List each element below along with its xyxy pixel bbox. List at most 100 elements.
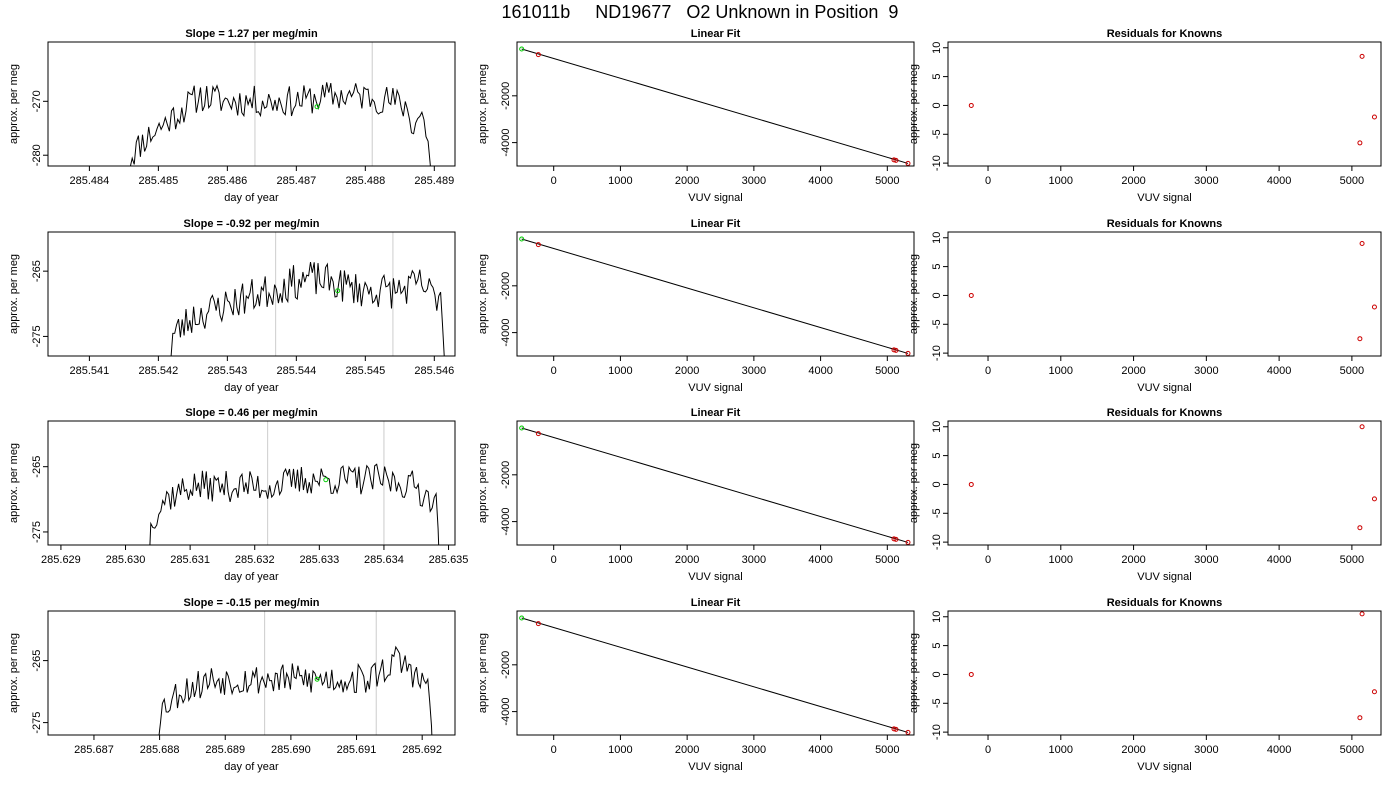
x-tick-label: 4000: [808, 175, 832, 187]
x-tick-label: 285.634: [364, 554, 404, 566]
plot-region: [519, 46, 911, 166]
y-axis-label: approx. per meg: [908, 64, 920, 144]
x-tick-label: 285.687: [74, 744, 114, 756]
plot-frame: [516, 420, 915, 546]
x-tick-label: 5000: [875, 175, 899, 187]
known-point: [968, 292, 974, 298]
panel-title: Slope = -0.15 per meg/min: [183, 597, 319, 609]
x-tick-label: 4000: [1267, 554, 1291, 566]
plot-region: [968, 424, 1377, 531]
panel-r1c3: Residuals for Knowns 0 1000 2000 3000 4000 500…: [908, 28, 1382, 204]
x-tick-label: 3000: [1194, 744, 1218, 756]
x-tick-label: 285.635: [429, 554, 469, 566]
panel-r2c1: Slope = -0.92 per meg/min 285.541 285.542 2…: [8, 218, 456, 394]
x-tick-label: 4000: [808, 554, 832, 566]
x-tick-label: 0: [551, 175, 557, 187]
known-point: [1371, 689, 1377, 695]
x-tick-label: 3000: [1194, 175, 1218, 187]
known-point: [1357, 525, 1363, 531]
panel-r2c2: Linear Fit 0 1000 2000 3000 4000 5000 -2000 -400…: [477, 218, 915, 394]
x-tick-label: 2000: [675, 365, 699, 377]
known-point: [1371, 304, 1377, 310]
plot-frame: [47, 231, 456, 357]
y-tick-label: -5: [931, 319, 943, 329]
x-tick-label: 1000: [608, 744, 632, 756]
x-tick-label: 285.541: [70, 365, 110, 377]
y-tick-label: 0: [931, 102, 943, 108]
signal-series-line: [149, 463, 440, 545]
plot-frame: [516, 610, 915, 736]
y-tick-label: -10: [931, 345, 943, 361]
y-axis-label: approx. per meg: [8, 64, 20, 144]
unknown-point: [323, 477, 329, 483]
x-tick-label: 2000: [675, 175, 699, 187]
x-tick-label: 285.546: [414, 365, 454, 377]
panel-r4c3: Residuals for Knowns 0 1000 2000 3000 4000 500…: [908, 597, 1382, 773]
known-point: [893, 157, 899, 163]
y-tick-label: -275: [31, 712, 43, 734]
x-tick-label: 285.688: [140, 744, 180, 756]
known-point: [893, 536, 899, 542]
x-tick-label: 285.542: [138, 365, 178, 377]
x-axis-label: VUV signal: [688, 382, 742, 394]
x-tick-label: 2000: [1121, 744, 1145, 756]
x-axis-label: day of year: [224, 761, 279, 773]
x-tick-label: 0: [551, 554, 557, 566]
known-point: [1357, 715, 1363, 721]
known-point: [1359, 424, 1365, 430]
panel-title: Slope = 0.46 per meg/min: [185, 407, 318, 419]
panel-title: Residuals for Knowns: [1107, 407, 1223, 419]
signal-series-line: [170, 262, 445, 356]
known-point: [1359, 53, 1365, 59]
y-tick-label: -10: [931, 155, 943, 171]
y-axis-label: approx. per meg: [8, 254, 20, 334]
plot-frame: [516, 41, 915, 167]
x-tick-label: 5000: [875, 554, 899, 566]
y-axis-label: approx. per meg: [908, 633, 920, 713]
y-tick-label: 10: [931, 42, 943, 54]
known-point: [905, 729, 911, 735]
x-tick-label: 3000: [742, 175, 766, 187]
x-tick-label: 285.630: [106, 554, 146, 566]
plot-frame: [947, 231, 1382, 357]
y-axis-label: approx. per meg: [477, 443, 489, 523]
x-tick-label: 4000: [1267, 175, 1291, 187]
x-tick-label: 285.544: [276, 365, 316, 377]
x-tick-label: 5000: [1340, 175, 1364, 187]
y-axis-label: approx. per meg: [908, 443, 920, 523]
plot-frame: [516, 231, 915, 357]
plot-frame: [947, 41, 1382, 167]
x-axis-label: VUV signal: [1137, 571, 1191, 583]
x-tick-label: 1000: [608, 365, 632, 377]
x-tick-label: 1000: [608, 175, 632, 187]
x-tick-label: 4000: [1267, 744, 1291, 756]
known-point: [968, 671, 974, 677]
y-tick-label: -5: [931, 698, 943, 708]
panel-title: Linear Fit: [691, 597, 741, 609]
x-tick-label: 1000: [1049, 175, 1073, 187]
fit-line: [521, 238, 909, 354]
y-tick-label: 5: [931, 264, 943, 270]
x-tick-label: 5000: [1340, 365, 1364, 377]
x-tick-label: 285.631: [170, 554, 210, 566]
known-point: [1359, 241, 1365, 247]
known-point: [891, 157, 897, 163]
x-axis-label: VUV signal: [1137, 382, 1191, 394]
y-tick-label: -265: [31, 260, 43, 282]
y-tick-label: -265: [31, 650, 43, 672]
x-tick-label: 2000: [675, 744, 699, 756]
panel-r4c2: Linear Fit 0 1000 2000 3000 4000 5000 -2000 -400…: [477, 597, 915, 773]
x-axis-label: day of year: [224, 382, 279, 394]
y-tick-label: 0: [931, 671, 943, 677]
x-tick-label: 5000: [875, 365, 899, 377]
y-tick-label: -5: [931, 508, 943, 518]
x-tick-label: 285.543: [207, 365, 247, 377]
x-tick-label: 5000: [875, 744, 899, 756]
y-tick-label: -2000: [500, 461, 512, 489]
plot-region: [968, 611, 1377, 721]
plot-frame: [947, 420, 1382, 546]
y-tick-label: -280: [31, 144, 43, 166]
x-tick-label: 285.633: [299, 554, 339, 566]
